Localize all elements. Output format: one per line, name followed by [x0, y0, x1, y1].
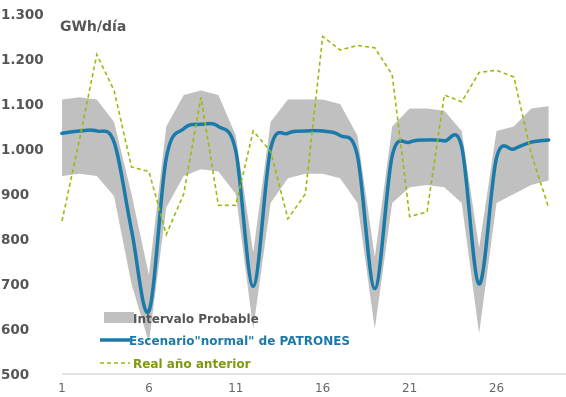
legend-swatch-band: [104, 312, 134, 323]
y-tick-label: 700: [1, 277, 29, 293]
x-tick-label: 6: [145, 381, 153, 395]
x-tick-label: 16: [315, 381, 330, 395]
x-tick-label: 1: [58, 381, 66, 395]
y-tick-label: 500: [1, 367, 29, 383]
probable-interval-band: [62, 90, 549, 343]
y-tick-label: 800: [1, 232, 29, 248]
x-tick-label: 21: [402, 381, 417, 395]
legend-label-dashed: Real año anterior: [133, 357, 251, 371]
y-tick-label: 1.000: [1, 142, 44, 158]
series-previous-year-line: [61, 34, 550, 237]
y-tick-label: 900: [1, 187, 29, 203]
x-tick-label: 11: [228, 381, 243, 395]
legend-label-band: Intervalo Probable: [133, 312, 259, 326]
series-patrones-line: [60, 121, 551, 315]
y-tick-label: 1.100: [1, 97, 44, 113]
y-tick-label: 1.300: [1, 7, 44, 23]
y-tick-label: 600: [1, 322, 29, 338]
x-tick-label: 26: [489, 381, 504, 395]
legend-label-line: Escenario"normal" de PATRONES: [129, 334, 350, 348]
legend: Intervalo Probable Escenario"normal" de …: [100, 312, 350, 371]
y-unit-label: GWh/día: [60, 19, 126, 35]
y-tick-label: 1.200: [1, 52, 44, 68]
